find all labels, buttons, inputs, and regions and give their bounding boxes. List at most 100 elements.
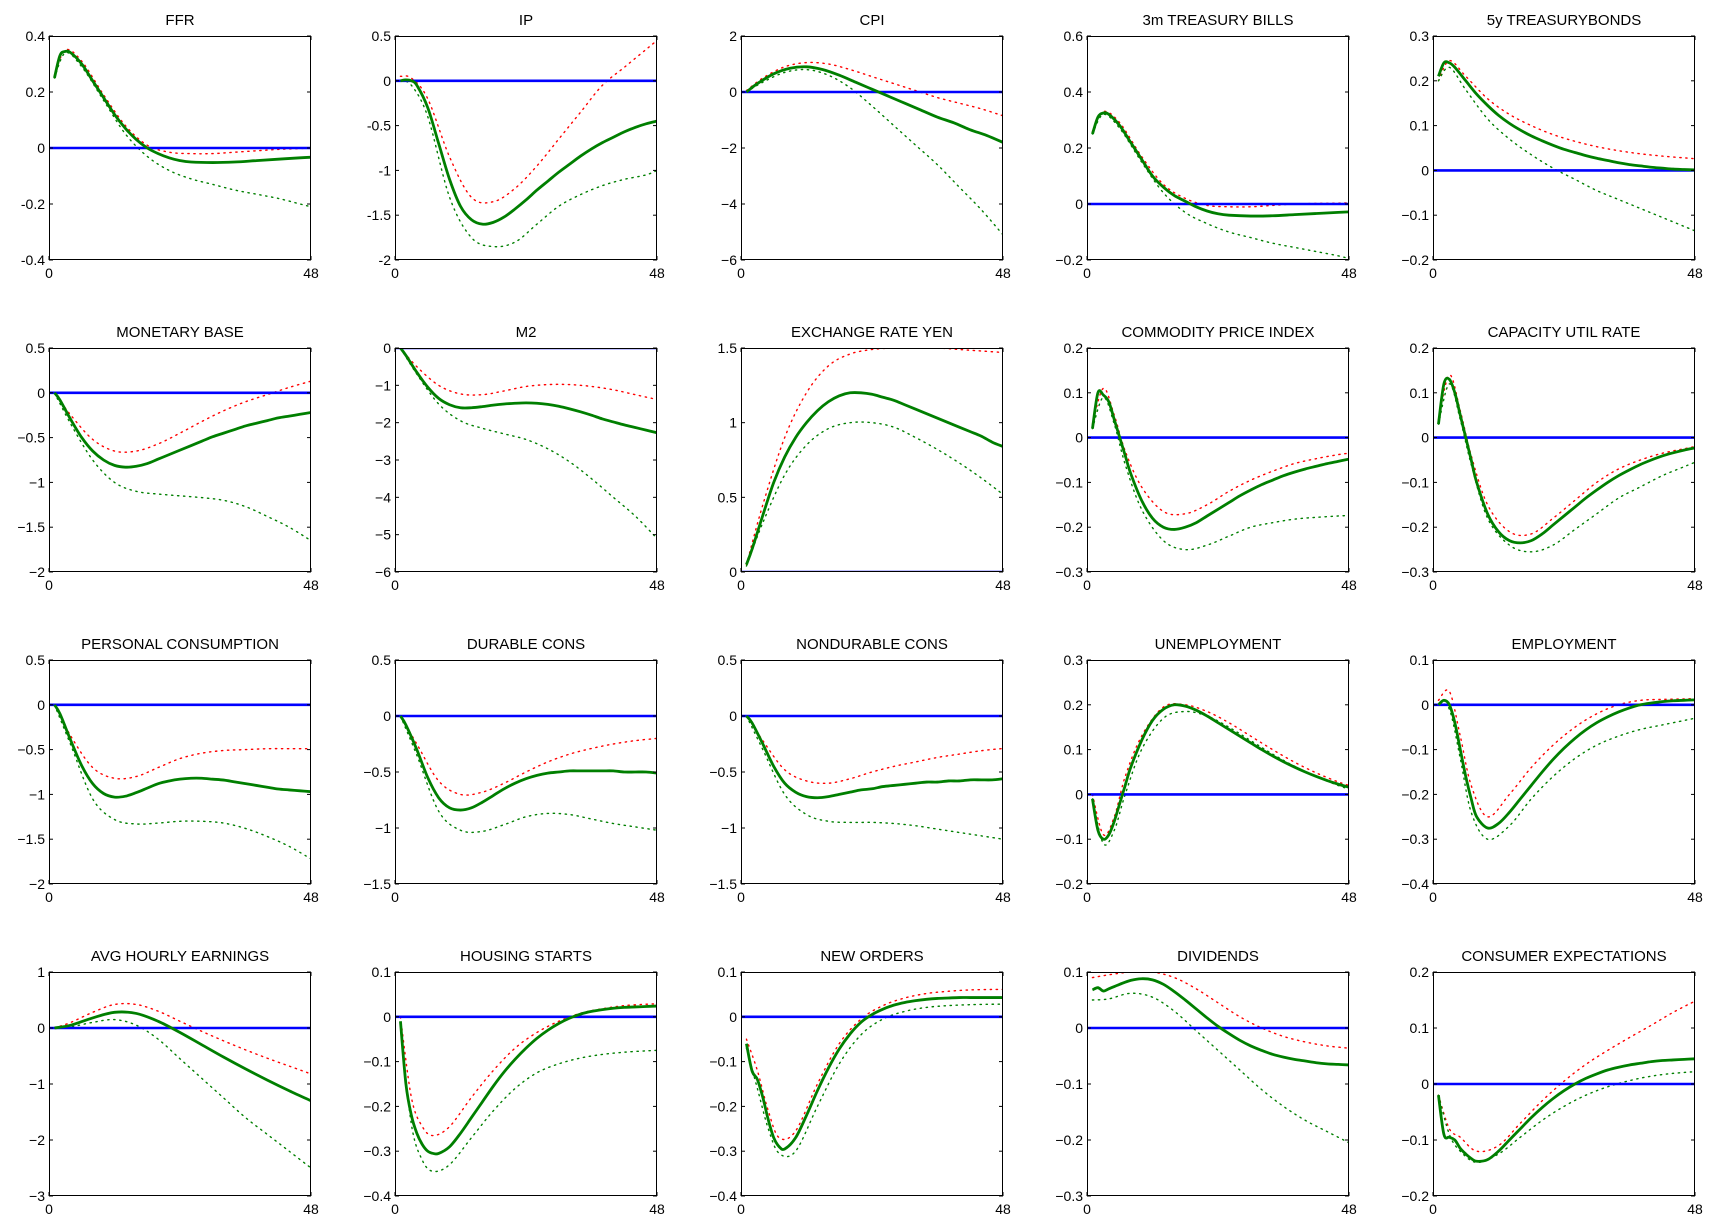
y-tick-label: 0.1 (1410, 652, 1430, 668)
y-tick-label: 0 (1075, 786, 1083, 802)
irf-panel: MONETARY BASE −2 −1.5 −1 −0.5 0 0.5 0 48 (17, 324, 319, 593)
median-response-line (745, 715, 1003, 800)
x-tick-label: 48 (1687, 889, 1703, 905)
y-tick-label: −0.3 (1055, 1188, 1083, 1204)
y-tick-label: 2 (729, 28, 737, 44)
y-tick-label: −2 (29, 876, 45, 892)
lower-band-line (53, 704, 311, 860)
plot-area (49, 1002, 311, 1169)
upper-band-line (1437, 374, 1695, 537)
x-tick-label: 48 (995, 577, 1011, 593)
irf-panel: CAPACITY UTIL RATE −0.3 −0.2 −0.1 0 0.1 0.2 0 48 (1401, 324, 1703, 593)
y-tick-label: −0.3 (363, 1143, 391, 1159)
irf-panel: AVG HOURLY EARNINGS −3 −2 −1 0 1 0 48 (29, 948, 319, 1217)
y-tick-label: -2 (379, 252, 392, 268)
y-tick-label: 0.1 (372, 964, 392, 980)
median-response-line (745, 996, 1003, 1151)
y-tick-label: −0.2 (1055, 876, 1083, 892)
panel-title: CPI (859, 12, 884, 29)
x-tick-label: 0 (391, 577, 399, 593)
y-tick-label: −2 (375, 415, 391, 431)
irf-panel: PERSONAL CONSUMPTION −2 −1.5 −1 −0.5 0 0.5 0 48 (17, 636, 319, 905)
lower-band-line (399, 715, 657, 834)
y-tick-label: −0.2 (1401, 1188, 1429, 1204)
panel-title: UNEMPLOYMENT (1155, 636, 1282, 653)
plot-area (741, 988, 1003, 1158)
y-tick-label: −1 (29, 1076, 45, 1092)
x-tick-label: 48 (995, 889, 1011, 905)
y-tick-label: 0.1 (1410, 385, 1430, 401)
x-tick-label: 48 (649, 265, 665, 281)
y-tick-label: −1 (29, 786, 45, 802)
y-tick-label: 0 (383, 340, 391, 356)
y-tick-label: −2 (29, 564, 45, 580)
y-tick-label: −0.3 (1401, 831, 1429, 847)
irf-panel: NONDURABLE CONS −1.5 −1 −0.5 0 0.5 0 48 (709, 636, 1011, 905)
x-tick-label: 0 (1429, 1201, 1437, 1217)
x-tick-label: 48 (995, 1201, 1011, 1217)
x-tick-label: 0 (391, 265, 399, 281)
x-tick-label: 48 (1687, 265, 1703, 281)
upper-band-line (1437, 689, 1695, 818)
lower-band-line (399, 348, 657, 540)
irf-panel: CPI −6 −4 −2 0 2 0 48 (721, 12, 1011, 281)
upper-band-line (1091, 387, 1349, 516)
lower-band-line (1091, 710, 1349, 846)
irf-panel: DURABLE CONS −1.5 −1 −0.5 0 0.5 0 48 (363, 636, 665, 905)
panel-title: DURABLE CONS (467, 636, 585, 653)
y-tick-label: −0.1 (1401, 207, 1429, 223)
y-tick-label: −0.2 (1401, 786, 1429, 802)
irf-panel: EMPLOYMENT −0.4 −0.3 −0.2 −0.1 0 0.1 0 48 (1401, 636, 1703, 905)
y-tick-label: 0.2 (1064, 140, 1084, 156)
irf-panel: COMMODITY PRICE INDEX −0.3 −0.2 −0.1 0 0.1 0.2… (1055, 324, 1357, 593)
axes-frame (49, 348, 311, 572)
plot-area (49, 703, 311, 860)
lower-band-line (53, 51, 311, 208)
plot-area (1087, 972, 1349, 1144)
x-tick-label: 48 (1341, 1201, 1357, 1217)
panel-title: HOUSING STARTS (460, 948, 592, 965)
x-tick-label: 48 (1687, 577, 1703, 593)
y-tick-label: 0.2 (1410, 964, 1430, 980)
panel-title: NONDURABLE CONS (796, 636, 948, 653)
irf-panel: UNEMPLOYMENT −0.2 −0.1 0 0.1 0.2 0.3 0 48 (1055, 636, 1357, 905)
upper-band-line (1437, 59, 1695, 160)
axes-frame (395, 36, 657, 260)
panel-title: EXCHANGE RATE YEN (791, 324, 953, 341)
irf-panel: DIVIDENDS −0.3 −0.2 −0.1 0 0.1 0 48 (1055, 948, 1357, 1217)
x-tick-label: 48 (649, 1201, 665, 1217)
y-tick-label: 0.2 (1410, 340, 1430, 356)
upper-band-line (53, 704, 311, 780)
y-tick-label: −0.3 (1055, 564, 1083, 580)
y-tick-label: −0.3 (1401, 564, 1429, 580)
upper-band-line (1437, 1000, 1695, 1153)
axes-frame (1087, 660, 1349, 884)
y-tick-label: −0.1 (1055, 831, 1083, 847)
y-tick-label: 0 (37, 1020, 45, 1036)
y-tick-label: 0 (1075, 196, 1083, 212)
upper-band-line (1091, 972, 1349, 1049)
y-tick-label: −1.5 (17, 831, 45, 847)
y-tick-label: 0 (383, 1009, 391, 1025)
y-tick-label: 0 (1075, 1020, 1083, 1036)
y-tick-label: −1 (29, 474, 45, 490)
y-tick-label: −0.5 (709, 764, 737, 780)
irf-panel: 3m TREASURY BILLS−0.200.20.40.60 48 (1055, 12, 1357, 281)
lower-band-line (1437, 703, 1695, 841)
x-tick-label: 0 (1429, 265, 1437, 281)
x-tick-label: 0 (737, 1201, 745, 1217)
axes-frame (741, 972, 1003, 1196)
x-tick-label: 48 (995, 265, 1011, 281)
plot-area (741, 61, 1003, 236)
y-tick-label: −1 (375, 820, 391, 836)
panel-title: DIVIDENDS (1177, 948, 1259, 965)
x-tick-label: 0 (1083, 1201, 1091, 1217)
y-tick-label: −4 (721, 196, 737, 212)
x-tick-label: 0 (737, 577, 745, 593)
panel-title: PERSONAL CONSUMPTION (81, 636, 279, 653)
axes-frame (1433, 348, 1695, 572)
median-response-line (399, 1004, 657, 1156)
y-tick-label: −0.2 (709, 1098, 737, 1114)
irf-panel: 5y TREASURYBONDS −0.2 −0.1 0 0.1 0.2 0.3 0 48 (1401, 12, 1703, 281)
